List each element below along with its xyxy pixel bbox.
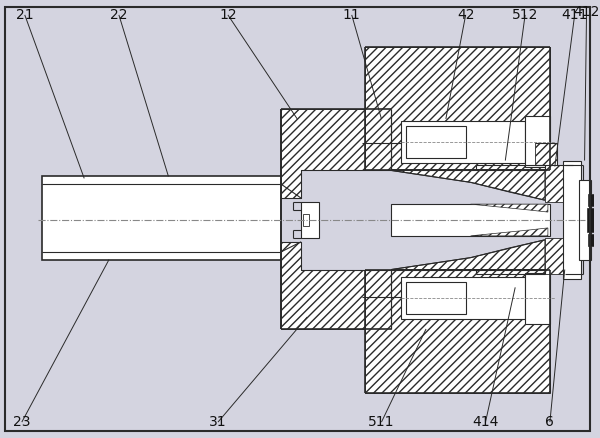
Polygon shape xyxy=(545,238,565,275)
Text: 12: 12 xyxy=(219,8,236,22)
Bar xyxy=(587,194,595,206)
Bar xyxy=(406,126,466,158)
Polygon shape xyxy=(281,242,391,329)
Polygon shape xyxy=(545,166,565,202)
Text: 22: 22 xyxy=(110,8,128,22)
Polygon shape xyxy=(470,204,548,212)
Bar xyxy=(406,283,466,314)
Bar xyxy=(578,180,590,260)
Bar xyxy=(303,214,309,226)
Text: 411: 411 xyxy=(562,8,588,22)
Bar xyxy=(401,277,525,319)
Text: 31: 31 xyxy=(209,415,227,429)
Bar xyxy=(41,177,281,260)
Bar xyxy=(401,121,525,162)
Text: 23: 23 xyxy=(13,415,31,429)
Bar xyxy=(525,272,550,324)
Polygon shape xyxy=(470,228,548,236)
Text: 414: 414 xyxy=(472,415,499,429)
Polygon shape xyxy=(281,109,391,198)
Polygon shape xyxy=(535,143,557,166)
Text: 11: 11 xyxy=(343,8,361,22)
Text: 6: 6 xyxy=(545,415,554,429)
Polygon shape xyxy=(391,170,545,200)
Text: 42: 42 xyxy=(457,8,475,22)
Text: 412: 412 xyxy=(574,5,600,19)
Text: 512: 512 xyxy=(512,8,538,22)
Text: 511: 511 xyxy=(368,415,395,429)
Polygon shape xyxy=(391,240,545,269)
Bar xyxy=(587,234,595,246)
Bar xyxy=(563,161,581,279)
Bar xyxy=(525,116,550,167)
Text: 21: 21 xyxy=(16,8,34,22)
Bar xyxy=(301,202,319,238)
Polygon shape xyxy=(365,46,550,170)
Bar xyxy=(391,204,550,236)
Polygon shape xyxy=(365,269,550,393)
Bar xyxy=(587,208,596,232)
